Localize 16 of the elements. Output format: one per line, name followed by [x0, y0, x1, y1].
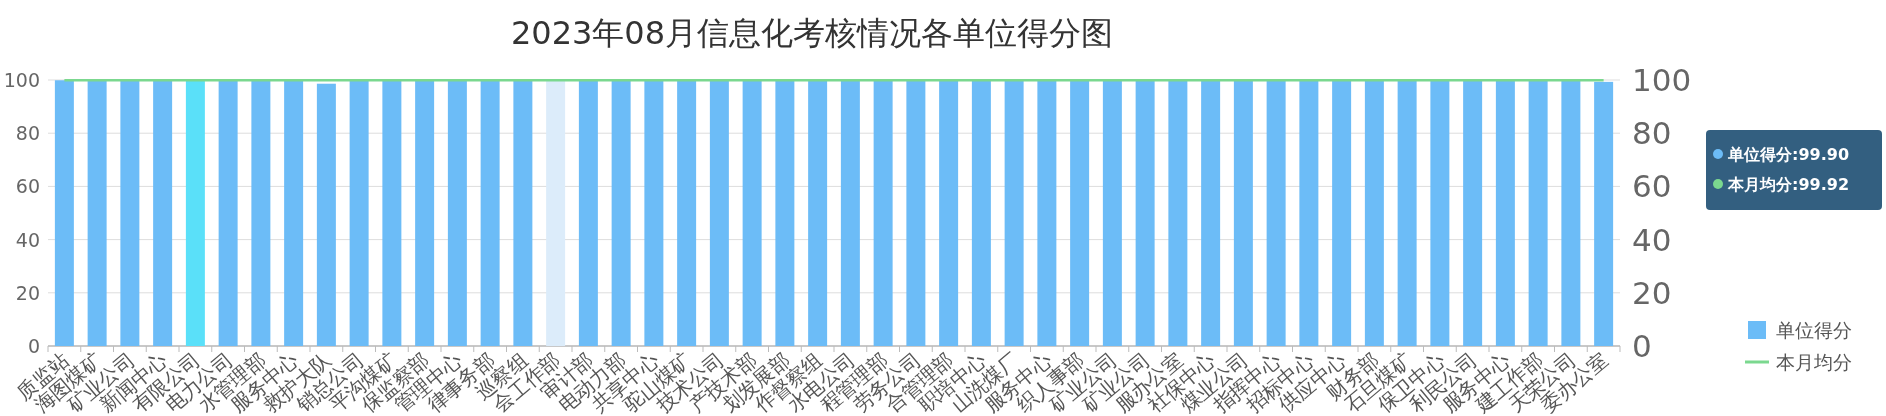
y2-tick-label: 60: [1632, 168, 1672, 205]
y-tick-label: 60: [15, 175, 40, 198]
legend-label: 单位得分: [1776, 319, 1852, 341]
y2-tick-label: 20: [1632, 274, 1672, 311]
legend-label: 本月均分: [1776, 351, 1852, 373]
y2-tick-label: 80: [1632, 115, 1672, 152]
chart-title: 2023年08月信息化考核情况各单位得分图: [510, 14, 1114, 52]
y-tick-label: 80: [15, 122, 40, 145]
y-tick-label: 0: [27, 335, 40, 357]
y2-tick-label: 0: [1632, 328, 1652, 364]
y2-tick-label: 100: [1632, 62, 1692, 98]
y-tick-label: 40: [15, 228, 40, 251]
y-tick-label: 20: [15, 281, 40, 304]
y2-tick-label: 40: [1632, 221, 1672, 258]
y-tick-label: 100: [3, 69, 40, 91]
tooltip: 单位得分:99.90 本月均分:99.92: [1706, 130, 1882, 210]
